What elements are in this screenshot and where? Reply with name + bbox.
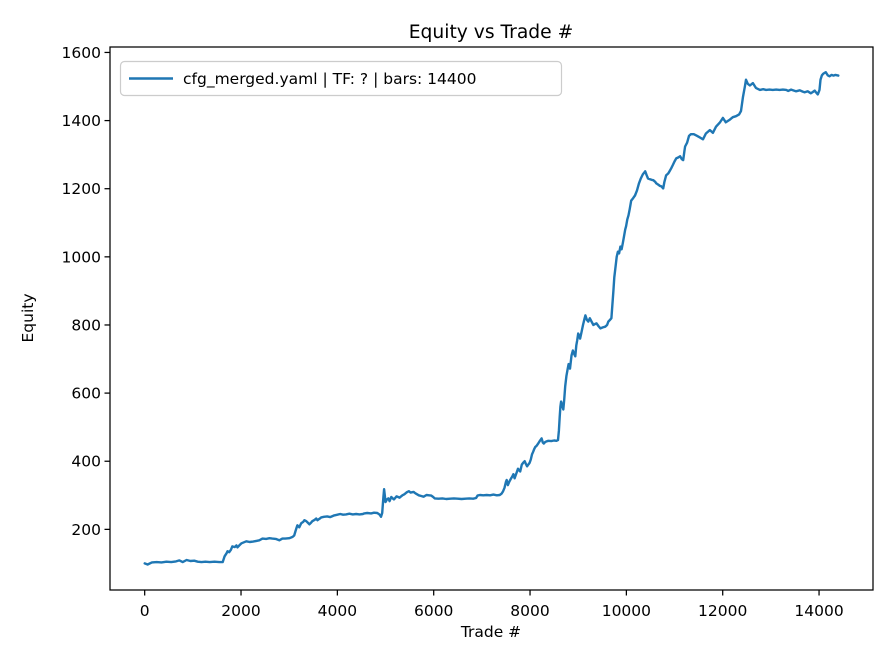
x-tick-label: 12000 [698,602,747,620]
legend-label: cfg_merged.yaml | TF: ? | bars: 14400 [183,70,476,89]
x-tick-label: 2000 [221,602,260,620]
y-tick-label: 800 [71,316,101,334]
y-axis-label: Equity [19,293,37,342]
x-tick-label: 10000 [602,602,651,620]
legend-frame [119,60,563,97]
y-tick-label: 600 [71,385,101,403]
y-tick-label: 400 [71,453,101,471]
x-tick-label: 4000 [318,602,357,620]
y-tick-label: 1200 [62,180,101,198]
y-tick-label: 1000 [62,248,101,266]
x-tick-label: 14000 [794,602,843,620]
x-axis-label: Trade # [460,623,521,641]
plot-area-border [109,46,874,591]
x-tick-label: 8000 [510,602,549,620]
y-tick-label: 1400 [62,112,101,130]
x-tick-label: 0 [140,602,150,620]
y-tick-label: 200 [71,521,101,539]
x-tick-label: 6000 [414,602,453,620]
legend: cfg_merged.yaml | TF: ? | bars: 14400 [119,60,563,97]
chart-title: Equity vs Trade # [409,22,574,43]
equity-line [143,70,840,566]
y-tick-label: 1600 [62,44,101,62]
plot-dynamic-layer: 0 2000 4000 6000 8000 10000 12000 14000 200 400 60… [62,44,844,620]
